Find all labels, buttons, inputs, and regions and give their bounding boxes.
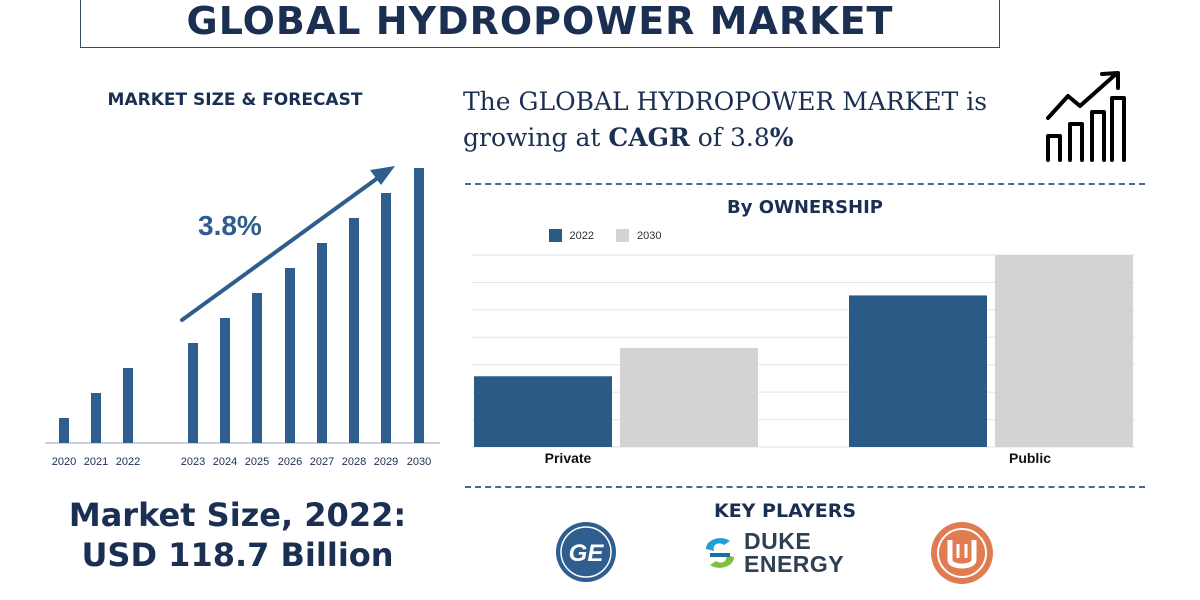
forecast-tick-label: 2030	[407, 456, 431, 468]
forecast-tick-label: 2028	[342, 456, 366, 468]
forecast-tick-label: 2020	[52, 456, 76, 468]
ge-logo: GE	[556, 522, 616, 582]
legend-item-2022: 2022	[548, 229, 594, 242]
market-size-text: Market Size, 2022: USD 118.7 Billion	[40, 495, 435, 575]
cagr-percent: %	[769, 123, 794, 152]
forecast-bar-2026	[285, 268, 295, 443]
forecast-tick-label: 2029	[374, 456, 398, 468]
legend-swatch-2030	[616, 229, 629, 242]
forecast-tick-label: 2023	[181, 456, 205, 468]
ownership-category-label: Private	[545, 450, 592, 466]
ownership-heading: By OWNERSHIP	[726, 197, 883, 218]
ownership-bar-private-2022	[474, 376, 612, 447]
duke-energy-mark-icon	[706, 538, 734, 568]
divider-top	[465, 183, 1145, 185]
ge-logo-text: GE	[569, 540, 605, 567]
forecast-bar-2028	[349, 218, 359, 443]
forecast-bar-2022	[123, 368, 133, 443]
forecast-bar-2030	[414, 168, 424, 443]
title-banner: GLOBAL HYDROPOWER MARKET	[80, 0, 1000, 48]
third-company-logo	[931, 522, 993, 584]
legend-item-2030: 2030	[616, 229, 661, 242]
legend-label-2022: 2022	[569, 229, 594, 242]
forecast-bar-2020	[59, 418, 69, 443]
ownership-bar-public-2030	[995, 255, 1133, 447]
growth-chart-icon	[1046, 71, 1126, 162]
cagr-annotation: 3.8%	[198, 210, 262, 241]
legend-swatch-2022	[548, 229, 562, 242]
duke-logo-line1: DUKE	[744, 528, 812, 554]
divider-bottom	[465, 486, 1145, 488]
cagr-statement: The GLOBAL HYDROPOWER MARKET is growing …	[463, 84, 1033, 156]
page-title: GLOBAL HYDROPOWER MARKET	[186, 0, 894, 43]
forecast-bar-2021	[91, 393, 101, 443]
duke-logo-line2: ENERGY	[744, 551, 845, 577]
cagr-word: CAGR	[608, 123, 690, 152]
forecast-tick-label: 2025	[245, 456, 269, 468]
growth-arrow-line	[180, 170, 388, 322]
growth-arrow-head	[370, 166, 395, 185]
forecast-bar-2025	[252, 293, 262, 443]
market-size-line1: Market Size, 2022:	[68, 496, 407, 534]
market-size-line2: USD 118.7 Billion	[81, 536, 394, 574]
legend-label-2030: 2030	[637, 229, 662, 242]
duke-energy-logo: DUKE ENERGY	[700, 530, 844, 576]
forecast-tick-label: 2027	[310, 456, 334, 468]
ownership-bar-chart: Private Public	[472, 254, 1135, 466]
forecast-bar-chart: 2020 2021 2022 2023 2024 2025 2026 2027 2028 2029…	[45, 166, 440, 468]
forecast-bar-2024	[220, 318, 230, 443]
ownership-bar-private-2030	[620, 347, 758, 447]
forecast-tick-label: 2022	[116, 456, 140, 468]
forecast-tick-label: 2021	[84, 456, 108, 468]
forecast-bar-2027	[317, 243, 327, 443]
cagr-prefix: The GLOBAL HYDROPOWER MARKET is growing …	[463, 87, 988, 152]
key-players-heading: KEY PLAYERS	[713, 500, 857, 522]
ownership-legend: 2022 2030	[0, 229, 1200, 242]
forecast-tick-label: 2026	[278, 456, 302, 468]
forecast-bar-2029	[381, 193, 391, 443]
cagr-mid: of 3.8	[689, 123, 770, 152]
forecast-tick-label: 2024	[213, 456, 237, 468]
forecast-bar-2023	[188, 343, 198, 443]
ownership-bar-public-2022	[849, 295, 987, 447]
ownership-category-label: Public	[1009, 450, 1051, 466]
market-forecast-heading: MARKET SIZE & FORECAST	[107, 90, 363, 110]
